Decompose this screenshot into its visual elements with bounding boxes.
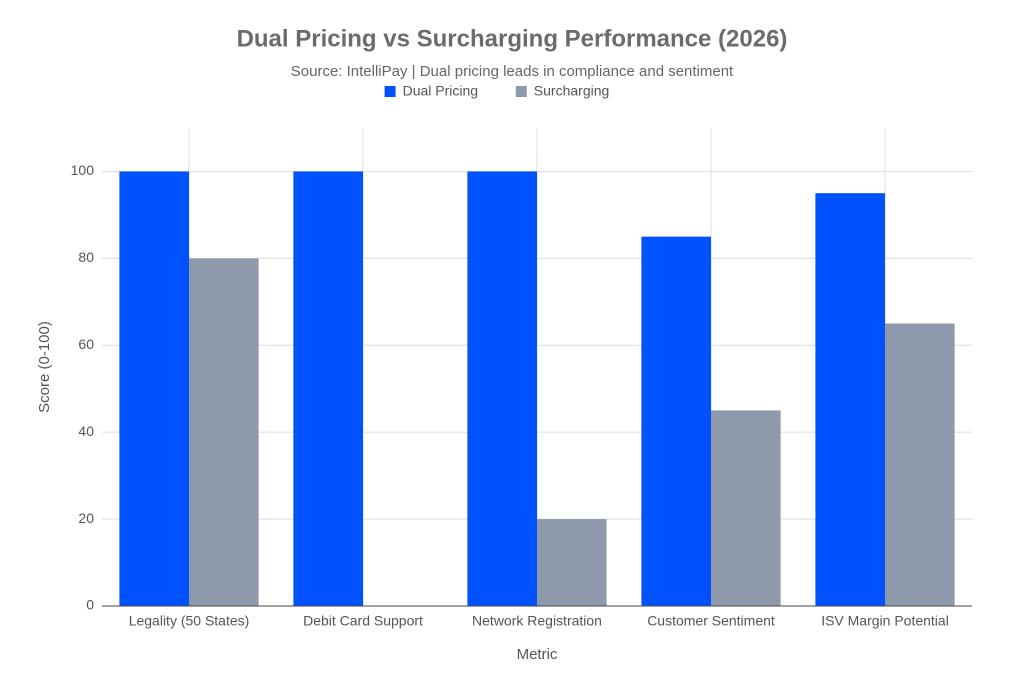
bar — [641, 236, 711, 607]
x-tick-label: Debit Card Support — [303, 613, 423, 629]
legend-label: Surcharging — [534, 83, 610, 99]
chart-title: Dual Pricing vs Surcharging Performance … — [237, 25, 788, 52]
x-tick-label: ISV Margin Potential — [821, 613, 949, 629]
y-axis-label: Score (0-100) — [36, 321, 53, 413]
legend-swatch — [515, 86, 527, 97]
y-tick-label: 0 — [86, 597, 94, 613]
x-axis-label: Metric — [517, 646, 558, 663]
legend-label: Dual Pricing — [403, 83, 478, 99]
bar — [815, 193, 885, 606]
legend-swatch — [384, 86, 396, 97]
x-tick-label: Customer Sentiment — [647, 613, 775, 629]
bar — [189, 258, 259, 606]
bar — [119, 171, 189, 607]
y-tick-label: 40 — [78, 423, 94, 439]
chart-subtitle: Source: IntelliPay | Dual pricing leads … — [291, 63, 734, 80]
bar — [467, 171, 537, 607]
bar — [885, 323, 955, 606]
x-tick-label: Legality (50 States) — [129, 613, 250, 629]
y-tick-label: 60 — [78, 336, 94, 352]
x-tick-label: Network Registration — [472, 613, 602, 629]
y-tick-label: 100 — [71, 162, 95, 178]
bar — [293, 171, 363, 607]
y-tick-label: 80 — [78, 249, 94, 265]
bar — [537, 519, 607, 606]
y-tick-label: 20 — [78, 510, 94, 526]
bar — [711, 410, 781, 606]
